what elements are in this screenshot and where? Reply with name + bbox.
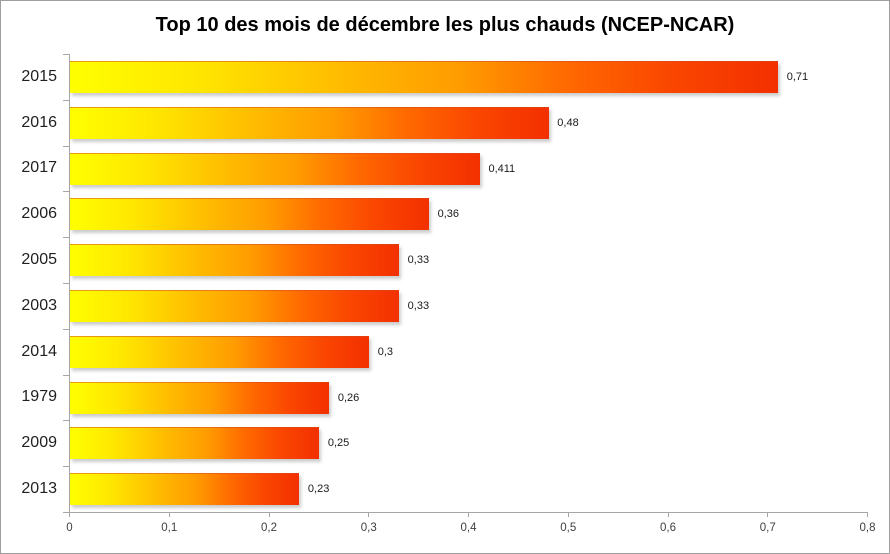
value-label: 0,33	[407, 299, 430, 312]
y-axis-tick	[62, 191, 69, 193]
value-label: 0,26	[337, 391, 360, 404]
value-label: 0,33	[407, 254, 430, 267]
y-axis-tick	[62, 512, 69, 513]
value-label: 0,71	[786, 70, 809, 83]
category-label: 2016	[21, 113, 57, 131]
y-axis-tick	[62, 99, 69, 101]
x-axis-tick-label: 0,1	[161, 522, 178, 534]
x-axis-tick-label: 0,2	[261, 522, 277, 534]
bar	[70, 335, 370, 368]
x-axis-tick-label: 0	[66, 522, 73, 534]
x-axis-tick-label: 0,6	[660, 522, 676, 534]
y-axis-tick	[62, 374, 69, 376]
category-label: 1979	[21, 388, 57, 406]
category-label: 2006	[21, 205, 57, 223]
category-label: 2017	[21, 159, 57, 177]
category-label: 2009	[21, 434, 57, 452]
x-axis-tick	[667, 513, 669, 517]
x-axis-tick	[567, 513, 569, 517]
x-axis-tick	[69, 513, 70, 517]
x-axis-tick-label: 0,3	[360, 522, 377, 534]
category-label: 2015	[21, 67, 57, 85]
y-axis-line	[69, 54, 70, 512]
bar	[70, 473, 300, 506]
bar	[70, 381, 330, 414]
value-label: 0,48	[557, 116, 579, 129]
x-axis-line	[69, 512, 868, 513]
value-label: 0,25	[327, 437, 350, 450]
x-axis-tick	[168, 513, 170, 517]
value-label: 0,3	[377, 345, 394, 358]
y-axis-tick	[62, 54, 69, 55]
category-label: 2005	[21, 251, 57, 269]
y-axis-tick	[62, 420, 69, 422]
y-axis-tick	[62, 237, 69, 239]
x-axis-tick-label: 0,4	[460, 522, 477, 534]
category-label: 2014	[21, 342, 57, 360]
y-axis-tick	[62, 145, 69, 147]
category-label: 2003	[21, 296, 57, 314]
x-axis-tick	[368, 513, 370, 517]
bar	[70, 106, 549, 139]
value-label: 0,36	[437, 208, 460, 221]
y-axis-tick	[62, 283, 69, 284]
bar	[70, 244, 400, 277]
y-axis-tick	[62, 466, 69, 468]
bar	[70, 60, 779, 93]
x-axis-tick-label: 0,5	[560, 522, 577, 534]
x-axis-tick-label: 0,7	[759, 522, 776, 534]
x-axis-tick	[767, 513, 769, 517]
x-axis-tick	[268, 513, 270, 517]
bar	[70, 198, 430, 231]
x-axis-tick	[468, 513, 469, 517]
bar	[70, 289, 400, 322]
category-label: 2013	[21, 480, 57, 498]
y-axis-tick	[62, 328, 69, 330]
x-axis-tick	[867, 513, 868, 517]
value-label: 0,23	[307, 483, 330, 496]
bar	[70, 427, 320, 460]
value-label: 0,411	[488, 162, 516, 175]
x-axis-tick-label: 0,8	[859, 522, 876, 534]
chart-title: Top 10 des mois de décembre les plus cha…	[155, 14, 735, 36]
bar	[70, 152, 480, 185]
